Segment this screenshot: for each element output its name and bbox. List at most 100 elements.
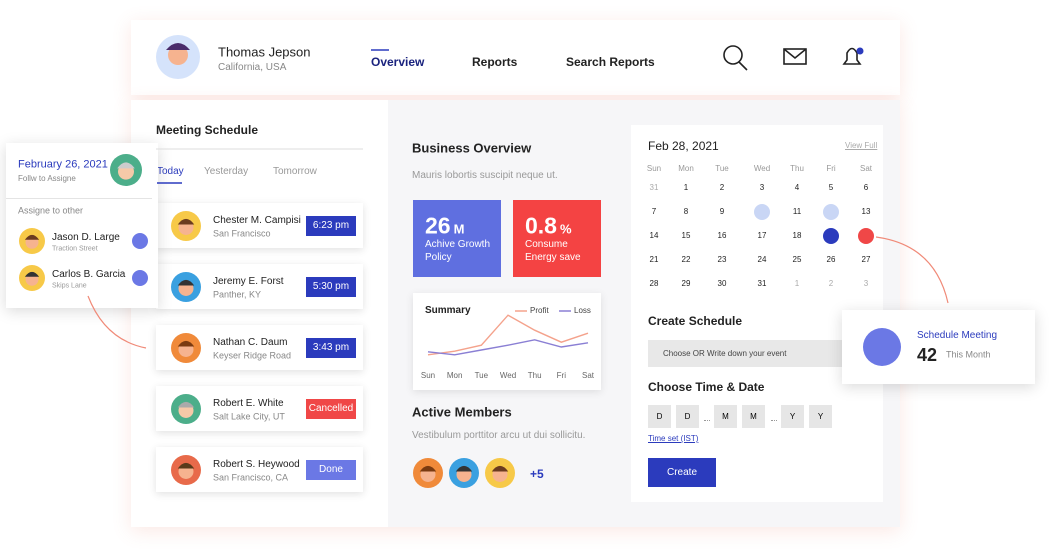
popup-count: 42 — [917, 345, 938, 365]
day[interactable]: 22 — [681, 255, 691, 264]
day[interactable]: 20 — [861, 231, 871, 240]
day[interactable]: 3 — [759, 183, 765, 192]
member-name: Chester M. Campisi — [213, 215, 301, 226]
member-place: San Francisco — [213, 228, 271, 239]
day[interactable]: 31 — [757, 279, 767, 288]
section-title: Active Members — [412, 404, 512, 420]
legend-label: Profit — [530, 306, 549, 315]
member-name: Robert E. White — [213, 398, 284, 409]
tab[interactable]: Tomorrow — [273, 166, 317, 177]
day[interactable]: 25 — [792, 255, 802, 264]
more-count: +5 — [530, 467, 544, 481]
day[interactable]: 16 — [717, 231, 727, 240]
day[interactable]: 2 — [719, 183, 725, 192]
day[interactable]: 10 — [757, 207, 767, 216]
tab[interactable]: Yesterday — [204, 166, 249, 177]
day[interactable]: 19 — [826, 231, 836, 240]
day[interactable]: 1 — [683, 183, 689, 192]
x-tick-label: Wed — [499, 371, 517, 380]
calendar-panel — [631, 125, 883, 502]
day[interactable]: 4 — [794, 183, 800, 192]
stat-card — [513, 200, 601, 277]
date-box[interactable]: D — [648, 405, 671, 428]
stat-value: 26 M — [425, 212, 465, 239]
member-name: Jeremy E. Forst — [213, 276, 284, 287]
day[interactable]: 29 — [681, 279, 691, 288]
day[interactable]: 17 — [757, 231, 767, 240]
x-tick-label: Sun — [420, 371, 436, 380]
day[interactable]: 1 — [794, 279, 800, 288]
member-name: Nathan C. Daum — [213, 337, 288, 348]
date-box[interactable]: M — [714, 405, 737, 428]
day[interactable]: 2 — [828, 279, 834, 288]
date-box[interactable]: Y — [781, 405, 804, 428]
calendar-link[interactable]: View Full — [845, 141, 878, 150]
weekday: Tue — [715, 164, 729, 173]
nav-item[interactable]: Reports — [472, 55, 518, 69]
assign-label: Assigne to other — [18, 205, 84, 216]
section-subtitle: Mauris lobortis suscipit neque ut. — [412, 170, 558, 181]
stat-unit: M — [453, 221, 465, 237]
popup-title: Schedule Meeting — [917, 330, 998, 341]
section-subtitle: Vestibulum porttitor arcu ut dui sollici… — [412, 430, 586, 441]
date-box[interactable]: Y — [809, 405, 832, 428]
person-place: Traction Street — [52, 245, 98, 253]
status-badge: 3:43 pm — [306, 338, 356, 358]
stat-label: Achive Growth Policy — [425, 239, 491, 263]
day[interactable]: 28 — [649, 279, 659, 288]
day[interactable]: 11 — [792, 207, 802, 216]
popup-period: This Month — [946, 349, 991, 360]
day[interactable]: 14 — [649, 231, 659, 240]
time-link[interactable]: Time set (IST) — [648, 434, 699, 443]
person-place: Skips Lane — [52, 282, 87, 290]
day[interactable]: 12 — [826, 207, 836, 216]
status-badge: 6:23 pm — [306, 216, 356, 236]
stat-label: Consume Energy save — [525, 239, 581, 263]
day[interactable]: 21 — [649, 255, 659, 264]
check[interactable] — [132, 270, 148, 286]
date-box[interactable]: D — [676, 405, 699, 428]
create-button[interactable]: Create — [648, 458, 716, 487]
day[interactable]: 13 — [861, 207, 871, 216]
day[interactable]: 31 — [649, 183, 659, 192]
user-location: California, USA — [218, 62, 287, 73]
section-title: Meeting Schedule — [156, 123, 259, 137]
day[interactable]: 24 — [757, 255, 767, 264]
assign-subtitle: Follw to Assigne — [18, 174, 76, 183]
nav-item[interactable]: Search Reports — [566, 55, 655, 69]
day[interactable]: 3 — [863, 279, 869, 288]
x-tick-label: Thu — [527, 371, 542, 380]
day[interactable]: 23 — [717, 255, 727, 264]
day[interactable]: 18 — [792, 231, 802, 240]
day[interactable]: 26 — [826, 255, 836, 264]
weekday: Sat — [859, 164, 873, 173]
day[interactable]: 15 — [681, 231, 691, 240]
day[interactable]: 9 — [719, 207, 725, 216]
weekday: Mon — [678, 164, 694, 173]
user-name: Thomas Jepson — [218, 44, 311, 60]
nav-item[interactable]: Overview — [371, 55, 425, 69]
day[interactable]: 30 — [717, 279, 727, 288]
day[interactable]: 27 — [861, 255, 871, 264]
day[interactable]: 7 — [651, 207, 657, 216]
date-box[interactable]: M — [742, 405, 765, 428]
member-place: San Francisco, CA — [213, 472, 289, 483]
x-tick-label: Tue — [474, 371, 489, 380]
separator — [704, 420, 710, 422]
weekday: Wed — [753, 164, 771, 173]
person-name: Carlos B. Garcia — [52, 269, 126, 280]
day[interactable]: 6 — [863, 183, 869, 192]
day[interactable]: 8 — [683, 207, 689, 216]
day[interactable]: 5 — [828, 183, 834, 192]
weekday: Thu — [790, 164, 804, 173]
header-bar — [131, 20, 900, 95]
tab[interactable]: Today — [157, 166, 184, 177]
check[interactable] — [132, 233, 148, 249]
chart-title: Summary — [425, 305, 471, 316]
legend-label: Loss — [574, 306, 591, 315]
status-badge: Done — [306, 460, 356, 480]
stat-value: 0.8% — [525, 212, 572, 239]
member-place: Keyser Ridge Road — [213, 350, 292, 361]
event-input[interactable] — [648, 340, 843, 367]
